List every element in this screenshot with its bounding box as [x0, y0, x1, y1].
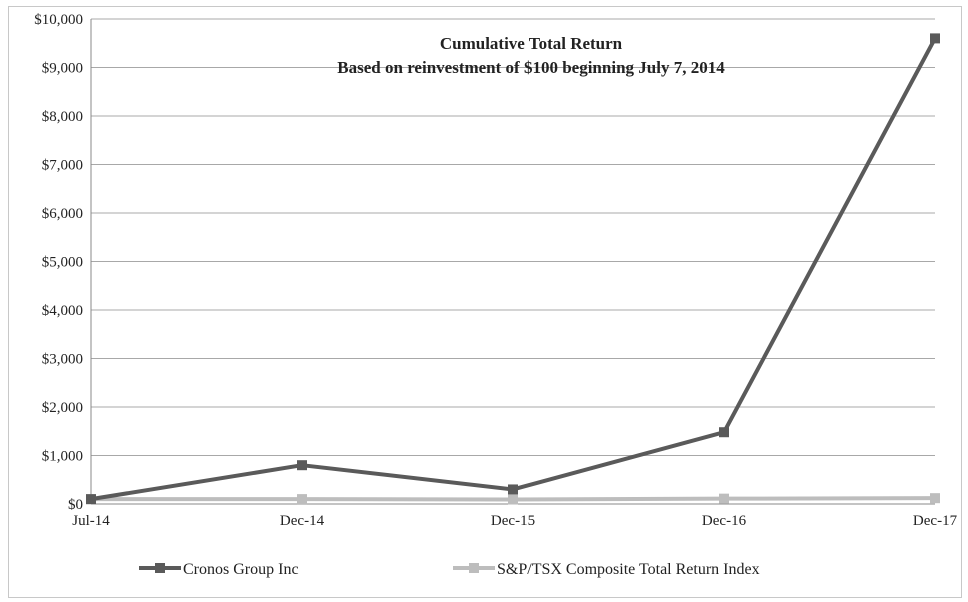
series [86, 33, 940, 505]
y-tick-label: $1,000 [42, 449, 83, 465]
x-tick-label: Jul-14 [72, 513, 110, 529]
y-tick-label: $8,000 [42, 109, 83, 125]
series-0 [86, 33, 940, 505]
series-1 [86, 493, 940, 505]
y-tick-label: $4,000 [42, 303, 83, 319]
y-tick-label: $6,000 [42, 206, 83, 222]
data-point [297, 494, 307, 505]
y-tick-label: $9,000 [42, 61, 83, 77]
data-point [508, 494, 518, 505]
legend-swatch-marker [155, 563, 165, 573]
x-tick-label: Dec-14 [280, 513, 325, 529]
chart-title: Cumulative Total Return [440, 34, 623, 53]
legend-label: S&P/TSX Composite Total Return Index [497, 561, 760, 578]
data-point [297, 460, 307, 471]
y-tick-label: $10,000 [34, 12, 83, 28]
legend-item: S&P/TSX Composite Total Return Index [453, 561, 760, 578]
x-tick-labels: Jul-14 Dec-14 Dec-15 Dec-16 Dec-17 [72, 513, 957, 529]
gridlines [91, 18, 935, 456]
y-tick-label: $5,000 [42, 255, 83, 271]
legend-item: Cronos Group Inc [139, 561, 299, 578]
legend: Cronos Group Inc S&P/TSX Composite Total … [139, 561, 760, 578]
x-tick-label: Dec-15 [491, 513, 535, 529]
data-point [930, 493, 940, 504]
chart-frame: $0 $1,000 $2,000 $3,000 $4,000 $5,000 $6,000 $7… [8, 6, 962, 598]
x-tick-label: Dec-17 [913, 513, 958, 529]
data-point [930, 33, 940, 44]
y-tick-label: $7,000 [42, 158, 83, 174]
data-point [86, 494, 96, 505]
data-point [719, 427, 729, 438]
legend-label: Cronos Group Inc [183, 561, 299, 578]
series-line [90, 37, 937, 502]
legend-swatch-marker [469, 563, 479, 573]
y-tick-label: $3,000 [42, 352, 83, 368]
data-point [508, 484, 518, 495]
y-tick-label: $2,000 [42, 400, 83, 416]
y-tick-label: $0 [68, 497, 83, 513]
x-tick-label: Dec-16 [702, 513, 747, 529]
chart-subtitle: Based on reinvestment of $100 beginning … [337, 58, 725, 77]
y-tick-labels: $0 $1,000 $2,000 $3,000 $4,000 $5,000 $6,000 $7… [34, 12, 83, 513]
line-chart: $0 $1,000 $2,000 $3,000 $4,000 $5,000 $6,000 $7… [34, 12, 957, 578]
data-point [719, 493, 729, 504]
